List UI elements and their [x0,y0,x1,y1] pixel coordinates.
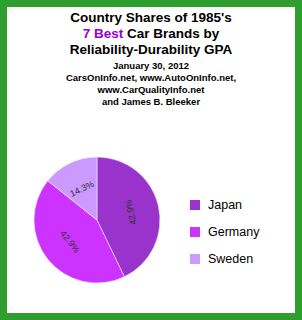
data-label: 14.3% [68,179,95,199]
legend-swatch [190,200,200,210]
legend: Japan Germany Sweden [190,198,260,266]
legend-swatch [190,254,200,264]
pie-slice [48,157,97,220]
frame-inner [7,7,295,313]
frame-outer [0,0,302,320]
subtitle-line: CarsOnInfo.net, www.AutoOnInfo.net, [66,72,236,83]
title-line: Reliability-Durability GPA [70,42,233,57]
legend-label: Japan [208,198,242,212]
data-labels: 42.9% 42.9% 14.3% [58,179,138,255]
pie [34,157,160,283]
subtitle-line: January 30, 2012 [113,60,189,71]
subtitle-line: www.CarQualityInfo.net [97,84,206,95]
title-line: Country Shares of 1985's [70,10,232,25]
legend-label: Sweden [208,252,253,266]
subtitle-line: and James B. Bleeker [102,96,201,107]
title-line: 7 Best Car Brands by [83,26,220,41]
chart: Country Shares of 1985's7 Best Car Brand… [0,0,302,320]
data-label: 42.9% [58,229,82,255]
legend-label: Germany [208,225,260,239]
data-label: 42.9% [123,199,138,226]
legend-swatch [190,227,200,237]
